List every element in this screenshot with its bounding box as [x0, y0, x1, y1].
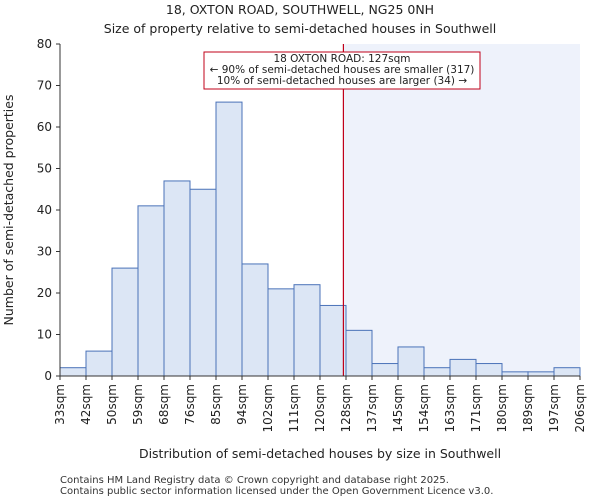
bar-102sqm	[267, 288, 295, 377]
x-tick-label: 163sqm	[443, 384, 457, 432]
x-ticks: 33sqm 42sqm 50sqm 59sqm 68sqm 76sqm 85sqm 94sqm…	[53, 376, 587, 432]
y-tick-label: 60	[37, 120, 52, 134]
y-tick-label: 20	[37, 286, 52, 300]
bar-85sqm	[215, 101, 243, 377]
y-tick-label: 50	[37, 162, 52, 176]
x-tick-label: 50sqm	[105, 384, 119, 425]
bar-163sqm	[449, 358, 477, 377]
bar-33sqm	[59, 367, 87, 377]
larger-region-shade	[343, 44, 580, 376]
y-tick-label: 10	[37, 328, 52, 342]
y-tick-label: 80	[37, 37, 52, 51]
chart-title-line1: 18, OXTON ROAD, SOUTHWELL, NG25 0NH	[166, 2, 434, 17]
x-tick-label: 102sqm	[261, 384, 275, 432]
bar-42sqm	[85, 350, 113, 377]
bar-68sqm	[163, 180, 191, 377]
bar-50sqm	[111, 267, 139, 377]
x-tick-label: 111sqm	[287, 384, 301, 432]
x-tick-label: 171sqm	[469, 384, 483, 432]
y-tick-label: 30	[37, 245, 52, 259]
x-tick-label: 154sqm	[417, 384, 431, 432]
annotation-line3: 10% of semi-detached houses are larger (…	[217, 75, 468, 87]
x-tick-label: 68sqm	[157, 384, 171, 425]
bar-145sqm	[397, 346, 425, 377]
x-tick-label: 59sqm	[131, 384, 145, 425]
x-tick-label: 206sqm	[573, 384, 587, 432]
y-ticks: 0 10 20 30 40 50 60 70 80	[37, 37, 60, 383]
x-tick-label: 120sqm	[313, 384, 327, 432]
bar-197sqm	[553, 367, 581, 377]
bar-120sqm	[319, 304, 347, 377]
y-tick-label: 0	[44, 369, 52, 383]
bars-group	[59, 101, 581, 377]
chart-title-line2: Size of property relative to semi-detach…	[104, 21, 496, 36]
bar-111sqm	[293, 284, 321, 377]
footer-line2: Contains public sector information licen…	[60, 486, 493, 497]
annotation-line1: 18 OXTON ROAD: 127sqm	[273, 53, 410, 65]
annotation-box: 18 OXTON ROAD: 127sqm ← 90% of semi-deta…	[203, 51, 481, 90]
footer-line1: Contains HM Land Registry data © Crown c…	[60, 475, 449, 486]
bar-137sqm	[371, 363, 399, 377]
bar-189sqm	[527, 371, 555, 377]
x-tick-label: 94sqm	[235, 384, 249, 425]
bar-128sqm	[345, 329, 373, 377]
y-tick-label: 70	[37, 79, 52, 93]
bar-94sqm	[241, 263, 269, 377]
x-tick-label: 145sqm	[391, 384, 405, 432]
bar-171sqm	[475, 363, 503, 377]
x-tick-label: 33sqm	[53, 384, 67, 425]
annotation-line2: ← 90% of semi-detached houses are smalle…	[210, 64, 475, 76]
bar-59sqm	[137, 205, 165, 377]
x-tick-label: 85sqm	[209, 384, 223, 425]
bar-180sqm	[501, 371, 529, 377]
x-tick-label: 76sqm	[183, 384, 197, 425]
x-tick-label: 180sqm	[495, 384, 509, 432]
annotation-border	[203, 51, 481, 90]
y-tick-label: 40	[37, 203, 52, 217]
x-axis-label: Distribution of semi-detached houses by …	[139, 446, 501, 461]
y-axis-label: Number of semi-detached properties	[1, 95, 16, 326]
x-tick-label: 128sqm	[339, 384, 353, 432]
x-tick-label: 42sqm	[79, 384, 93, 425]
bar-154sqm	[423, 367, 451, 377]
bar-76sqm	[189, 188, 217, 377]
x-tick-label: 137sqm	[365, 384, 379, 432]
x-tick-label: 189sqm	[521, 384, 535, 432]
x-tick-label: 197sqm	[547, 384, 561, 432]
